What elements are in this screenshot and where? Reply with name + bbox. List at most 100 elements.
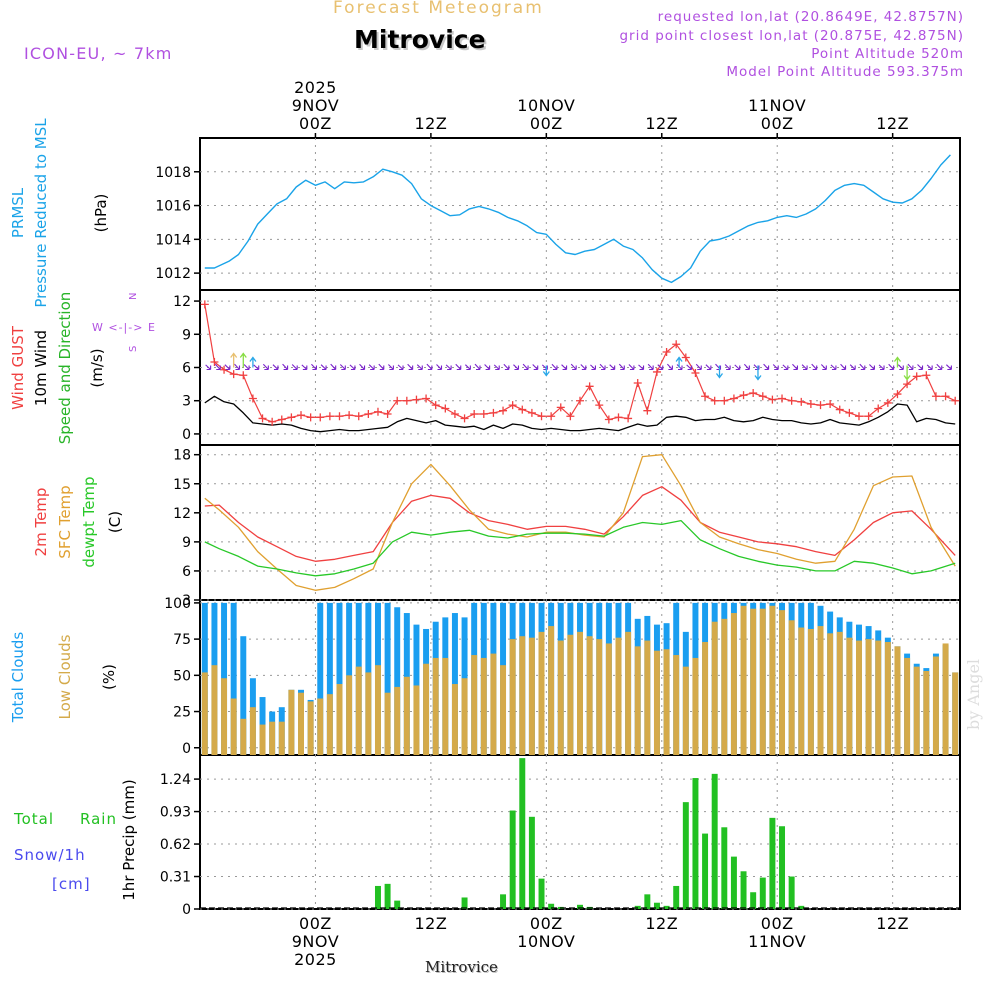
label-10m-wind: 10m Wind — [32, 330, 50, 406]
gust-marker — [354, 412, 363, 421]
low-cloud-bar — [423, 663, 430, 755]
wind-direction-arrow — [484, 364, 491, 371]
rain-bar — [702, 833, 709, 909]
low-cloud-bar — [865, 639, 872, 755]
gust-marker — [537, 412, 546, 421]
gust-marker — [614, 413, 623, 422]
y-tick-label: 1018 — [155, 165, 191, 181]
label-low-clouds: Low Clouds — [56, 634, 74, 719]
wind-highlight-arrow — [239, 352, 247, 368]
wind-direction-arrow — [397, 364, 404, 371]
gust-marker — [460, 414, 469, 423]
gust-marker — [643, 406, 652, 415]
wind-direction-arrow — [638, 364, 645, 371]
low-cloud-bar — [509, 639, 516, 755]
gust-marker — [499, 406, 508, 415]
wind-direction-arrow — [378, 363, 385, 371]
gust-marker — [248, 394, 257, 403]
wind-direction-arrow — [609, 364, 616, 371]
subtitle: Forecast Meteogram — [333, 0, 544, 18]
low-cloud-bar — [567, 634, 574, 755]
gust-marker — [576, 396, 584, 405]
wind-highlight-arrow — [249, 356, 257, 368]
gust-marker — [778, 394, 787, 403]
wind-direction-arrow — [561, 364, 568, 371]
gust-marker — [297, 411, 306, 420]
rain-bar — [548, 903, 555, 909]
gust-marker — [701, 392, 710, 401]
gust-marker — [547, 412, 556, 421]
low-cloud-bar — [269, 721, 276, 755]
gust-marker — [672, 340, 681, 349]
axis-labels: 1012 1014 1016 1018 0 3 6 9 12 3 6 9 12 15 18 0 25 50 75 10… — [155, 78, 909, 969]
wind-direction-arrow — [859, 363, 866, 371]
top-time-label: 12Z — [876, 114, 909, 133]
low-cloud-bar — [605, 643, 612, 755]
rain-bar — [721, 827, 728, 909]
pressure-line — [204, 154, 951, 284]
gust-marker — [373, 407, 382, 416]
gust-marker — [450, 410, 459, 418]
compass-west-east: W <-|-> E — [92, 321, 156, 334]
gust-marker — [383, 410, 392, 418]
wind-direction-arrow — [291, 364, 298, 371]
wind-direction-arrow — [907, 363, 914, 371]
low-cloud-bar — [577, 631, 583, 755]
gust-marker — [345, 411, 354, 420]
gust-marker — [200, 300, 209, 309]
low-cloud-bar — [221, 678, 228, 755]
wind-direction-arrow — [224, 364, 231, 371]
gust-marker — [845, 408, 854, 417]
gust-marker — [470, 410, 479, 418]
gust-marker — [874, 404, 883, 413]
wind-direction-arrow — [513, 364, 520, 371]
gust-marker — [325, 412, 334, 421]
label-2m-temp: 2m Temp — [32, 488, 50, 557]
wind-direction-arrow — [205, 364, 212, 371]
gust-marker — [922, 371, 931, 380]
rain-bar — [500, 894, 507, 909]
low-cloud-bar — [432, 657, 439, 755]
gust-marker — [479, 410, 488, 418]
compass-south: S — [128, 346, 139, 352]
wind-direction-arrow — [243, 364, 250, 371]
rain-bar — [730, 856, 737, 909]
y-tick-label: 50 — [173, 668, 191, 684]
y-tick-label: 0 — [182, 902, 191, 918]
wind-highlight-arrow — [903, 365, 911, 381]
low-cloud-bar — [730, 613, 737, 755]
low-cloud-bar — [759, 608, 766, 755]
y-tick-label: 1016 — [155, 199, 191, 215]
rain-bar — [384, 883, 391, 909]
chart-marks — [200, 154, 960, 909]
gust-marker — [691, 369, 700, 378]
low-cloud-bar — [875, 640, 882, 755]
wind-direction-arrow — [407, 363, 414, 371]
wind-direction-arrow — [917, 364, 924, 371]
wind-direction-arrow — [599, 363, 606, 371]
rain-bar — [798, 905, 805, 909]
top-time-label: 12Z — [414, 114, 447, 133]
low-cloud-bar — [480, 657, 487, 755]
y-tick-label: 3 — [182, 593, 191, 609]
wind-direction-arrow — [888, 363, 895, 371]
point-altitude: Point Altitude 520m — [811, 46, 964, 62]
gust-marker — [749, 388, 758, 397]
gust-marker — [229, 370, 238, 379]
gust-marker — [364, 410, 373, 418]
y-tick-label: 1014 — [155, 232, 191, 248]
wind-direction-arrow — [618, 363, 625, 371]
y-tick-label: 0.62 — [160, 837, 191, 853]
low-cloud-bar — [836, 631, 843, 755]
gust-marker — [277, 415, 286, 424]
compass-north: N — [128, 293, 139, 300]
low-cloud-bar — [673, 655, 680, 755]
low-cloud-bar — [769, 605, 776, 755]
panel-frames — [199, 137, 961, 910]
temp-2m-line — [204, 486, 956, 562]
low-cloud-bar — [451, 684, 458, 755]
bottom-time-label: 2025 — [294, 950, 337, 969]
low-cloud-bar — [740, 605, 747, 755]
y-tick-label: 0 — [182, 427, 191, 443]
gust-marker — [854, 412, 863, 421]
